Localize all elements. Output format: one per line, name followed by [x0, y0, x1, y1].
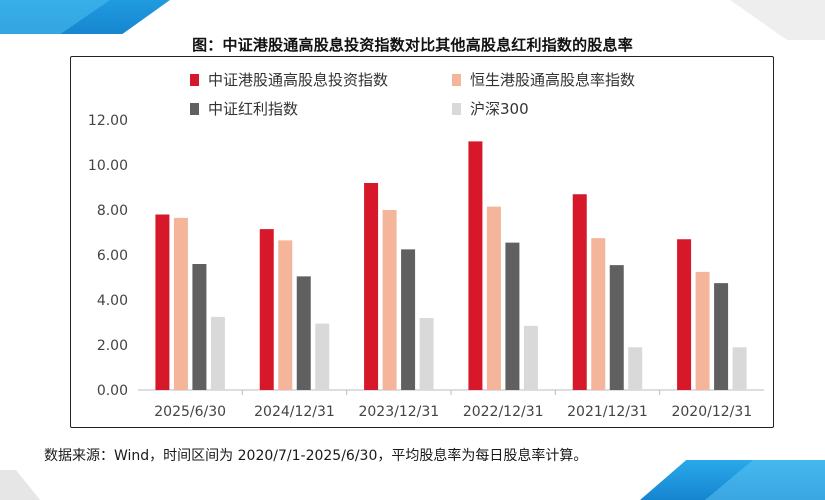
x-tick-label: 2020/12/31	[671, 404, 752, 420]
x-tick-label: 2022/12/31	[463, 404, 544, 420]
bar-恒生港股通高股息率指数-2023/12/31	[382, 210, 397, 390]
bar-中证港股通高股息投资指数-2022/12/31	[468, 141, 483, 390]
bar-沪深300-2021/12/31	[628, 347, 643, 390]
bar-沪深300-2023/12/31	[419, 318, 434, 390]
y-tick-label: 10.00	[88, 158, 128, 174]
bar-恒生港股通高股息率指数-2025/6/30	[173, 217, 188, 390]
x-tick-label: 2024/12/31	[254, 404, 335, 420]
y-tick-label: 0.00	[97, 383, 128, 399]
bar-中证红利指数-2021/12/31	[609, 265, 624, 390]
bar-中证红利指数-2022/12/31	[505, 242, 520, 390]
x-tick-label: 2021/12/31	[567, 404, 648, 420]
bar-中证港股通高股息投资指数-2023/12/31	[364, 183, 379, 390]
bar-中证港股通高股息投资指数-2024/12/31	[259, 229, 274, 390]
chart-title: 图：中证港股通高股息投资指数对比其他高股息红利指数的股息率	[192, 36, 633, 54]
legend-label-3: 沪深300	[470, 100, 529, 118]
legend-swatch-1	[452, 74, 461, 86]
x-tick-label: 2023/12/31	[358, 404, 439, 420]
bar-中证红利指数-2025/6/30	[192, 264, 207, 390]
legend-label-0: 中证港股通高股息投资指数	[208, 71, 388, 89]
y-tick-label: 2.00	[97, 338, 128, 354]
legend-label-1: 恒生港股通高股息率指数	[470, 71, 635, 89]
bar-中证港股通高股息投资指数-2025/6/30	[155, 214, 170, 390]
bar-恒生港股通高股息率指数-2020/12/31	[695, 271, 710, 390]
bar-沪深300-2024/12/31	[315, 323, 330, 390]
legend-swatch-2	[190, 103, 199, 115]
bar-中证港股通高股息投资指数-2020/12/31	[677, 239, 692, 390]
x-tick-label: 2025/6/30	[154, 404, 226, 420]
y-tick-label: 8.00	[97, 203, 128, 219]
legend-swatch-3	[452, 103, 461, 115]
bar-沪深300-2022/12/31	[523, 325, 538, 390]
legend-swatch-0	[190, 74, 199, 86]
bar-中证红利指数-2020/12/31	[714, 283, 729, 390]
bar-沪深300-2025/6/30	[210, 316, 225, 390]
y-tick-label: 4.00	[97, 293, 128, 309]
bar-恒生港股通高股息率指数-2024/12/31	[278, 240, 293, 390]
legend-label-2: 中证红利指数	[208, 100, 298, 118]
y-tick-label: 6.00	[97, 248, 128, 264]
bar-中证红利指数-2023/12/31	[401, 249, 416, 390]
bar-沪深300-2020/12/31	[732, 347, 747, 390]
y-tick-label: 12.00	[88, 113, 128, 129]
bar-中证红利指数-2024/12/31	[296, 276, 311, 390]
bar-中证港股通高股息投资指数-2021/12/31	[572, 194, 587, 390]
bar-恒生港股通高股息率指数-2022/12/31	[486, 206, 501, 390]
bar-恒生港股通高股息率指数-2021/12/31	[591, 238, 606, 390]
source-note: 数据来源：Wind，时间区间为 2020/7/1-2025/6/30，平均股息率…	[44, 448, 588, 464]
